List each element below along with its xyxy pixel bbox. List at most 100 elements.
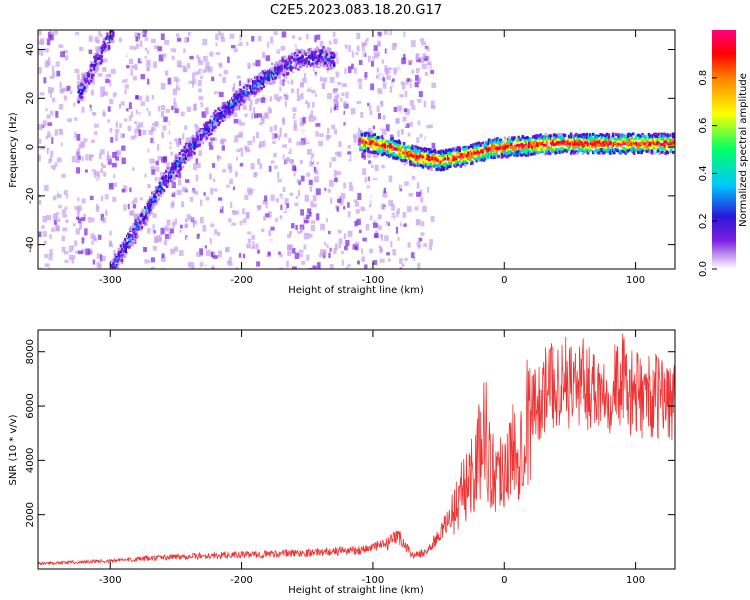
heatmap-cell [347, 144, 351, 149]
heatmap-cell [117, 258, 121, 262]
heatmap-cell [274, 94, 279, 100]
heatmap-cell [318, 70, 322, 74]
heatmap-cell [247, 62, 251, 69]
heatmap-cell [214, 125, 217, 129]
heatmap-cell [171, 165, 174, 169]
heatmap-cell [404, 150, 408, 154]
heatmap-cell [278, 96, 283, 100]
heatmap-cell [327, 93, 332, 100]
heatmap-cell [329, 162, 332, 168]
heatmap-cell [284, 88, 289, 96]
heatmap-cell [425, 158, 429, 162]
heatmap-cell [304, 48, 308, 52]
heatmap-cell [421, 151, 425, 155]
heatmap-cell [373, 154, 379, 159]
heatmap-cell [397, 208, 400, 215]
heatmap-cell [419, 163, 423, 167]
heatmap-cell [278, 75, 281, 79]
heatmap-cell [403, 121, 407, 127]
heatmap-cell [312, 108, 317, 112]
heatmap-cell [117, 252, 121, 256]
heatmap-cell [294, 115, 299, 121]
heatmap-cell [590, 139, 594, 143]
heatmap-cell [531, 146, 534, 150]
heatmap-cell [572, 146, 575, 150]
heatmap-cell [271, 121, 275, 127]
heatmap-cell [521, 135, 525, 139]
heatmap-cell [104, 95, 110, 102]
x-tick-label: -200 [230, 275, 253, 286]
heatmap-cell [341, 92, 345, 97]
heatmap-cell [82, 74, 86, 78]
heatmap-cell [662, 142, 665, 146]
heatmap-cell [151, 169, 156, 175]
heatmap-cell [362, 187, 365, 191]
heatmap-cell [117, 132, 123, 138]
heatmap-cell [171, 105, 174, 111]
heatmap-cell [95, 46, 99, 52]
heatmap-cell [175, 159, 178, 163]
heatmap-cell [394, 67, 398, 73]
heatmap-cell [71, 156, 77, 163]
heatmap-cell [279, 253, 283, 258]
heatmap-cell [239, 163, 244, 167]
heatmap-cell [466, 157, 470, 161]
heatmap-cell [220, 111, 224, 115]
heatmap-cell [298, 253, 304, 258]
heatmap-cell [263, 215, 267, 221]
heatmap-cell [520, 149, 524, 153]
heatmap-cell [213, 120, 216, 124]
heatmap-cell [292, 35, 296, 39]
heatmap-cell [141, 31, 145, 36]
x-tick-label: -100 [362, 275, 385, 286]
heatmap-cell [48, 267, 51, 269]
heatmap-cell [46, 114, 51, 119]
heatmap-cell [297, 49, 300, 53]
heatmap-cell [607, 136, 611, 140]
heatmap-cell [431, 150, 434, 154]
heatmap-cell [189, 147, 192, 151]
heatmap-cell [305, 64, 309, 68]
heatmap-cell [313, 99, 318, 104]
heatmap-cell [328, 40, 332, 45]
heatmap-cell [64, 205, 68, 210]
heatmap-cell [176, 143, 180, 147]
heatmap-cell [397, 130, 400, 137]
heatmap-cell [613, 151, 616, 155]
heatmap-cell [225, 115, 229, 119]
heatmap-cell [278, 251, 281, 255]
heatmap-cell [267, 211, 272, 218]
heatmap-cell [667, 134, 671, 138]
heatmap-cell [137, 230, 142, 236]
heatmap-cell [205, 136, 209, 140]
heatmap-cell [119, 123, 122, 128]
heatmap-cell [159, 118, 164, 123]
heatmap-cell [54, 61, 60, 67]
heatmap-cell [377, 31, 382, 37]
heatmap-cell [59, 81, 62, 89]
heatmap-cell [493, 155, 496, 159]
heatmap-cell [140, 74, 146, 80]
heatmap-cell [492, 139, 495, 143]
heatmap-cell [330, 107, 333, 113]
heatmap-cell [100, 213, 104, 221]
heatmap-cell [411, 145, 414, 149]
heatmap-cell [485, 151, 489, 155]
heatmap-cell [341, 251, 344, 255]
heatmap-cell [226, 184, 230, 188]
heatmap-cell [368, 105, 372, 111]
heatmap-cell [377, 214, 382, 220]
heatmap-cell [110, 137, 114, 143]
heatmap-cell [109, 127, 113, 133]
heatmap-cell [317, 262, 321, 269]
heatmap-cell [253, 94, 256, 98]
heatmap-cell [210, 187, 214, 195]
heatmap-cell [45, 59, 51, 66]
heatmap-cell [189, 95, 193, 103]
heatmap-cell [263, 249, 267, 256]
heatmap-cell [385, 124, 390, 132]
heatmap-cell [234, 260, 237, 264]
heatmap-cell [462, 148, 466, 152]
heatmap-cell [273, 153, 277, 158]
heatmap-cell [225, 246, 230, 253]
